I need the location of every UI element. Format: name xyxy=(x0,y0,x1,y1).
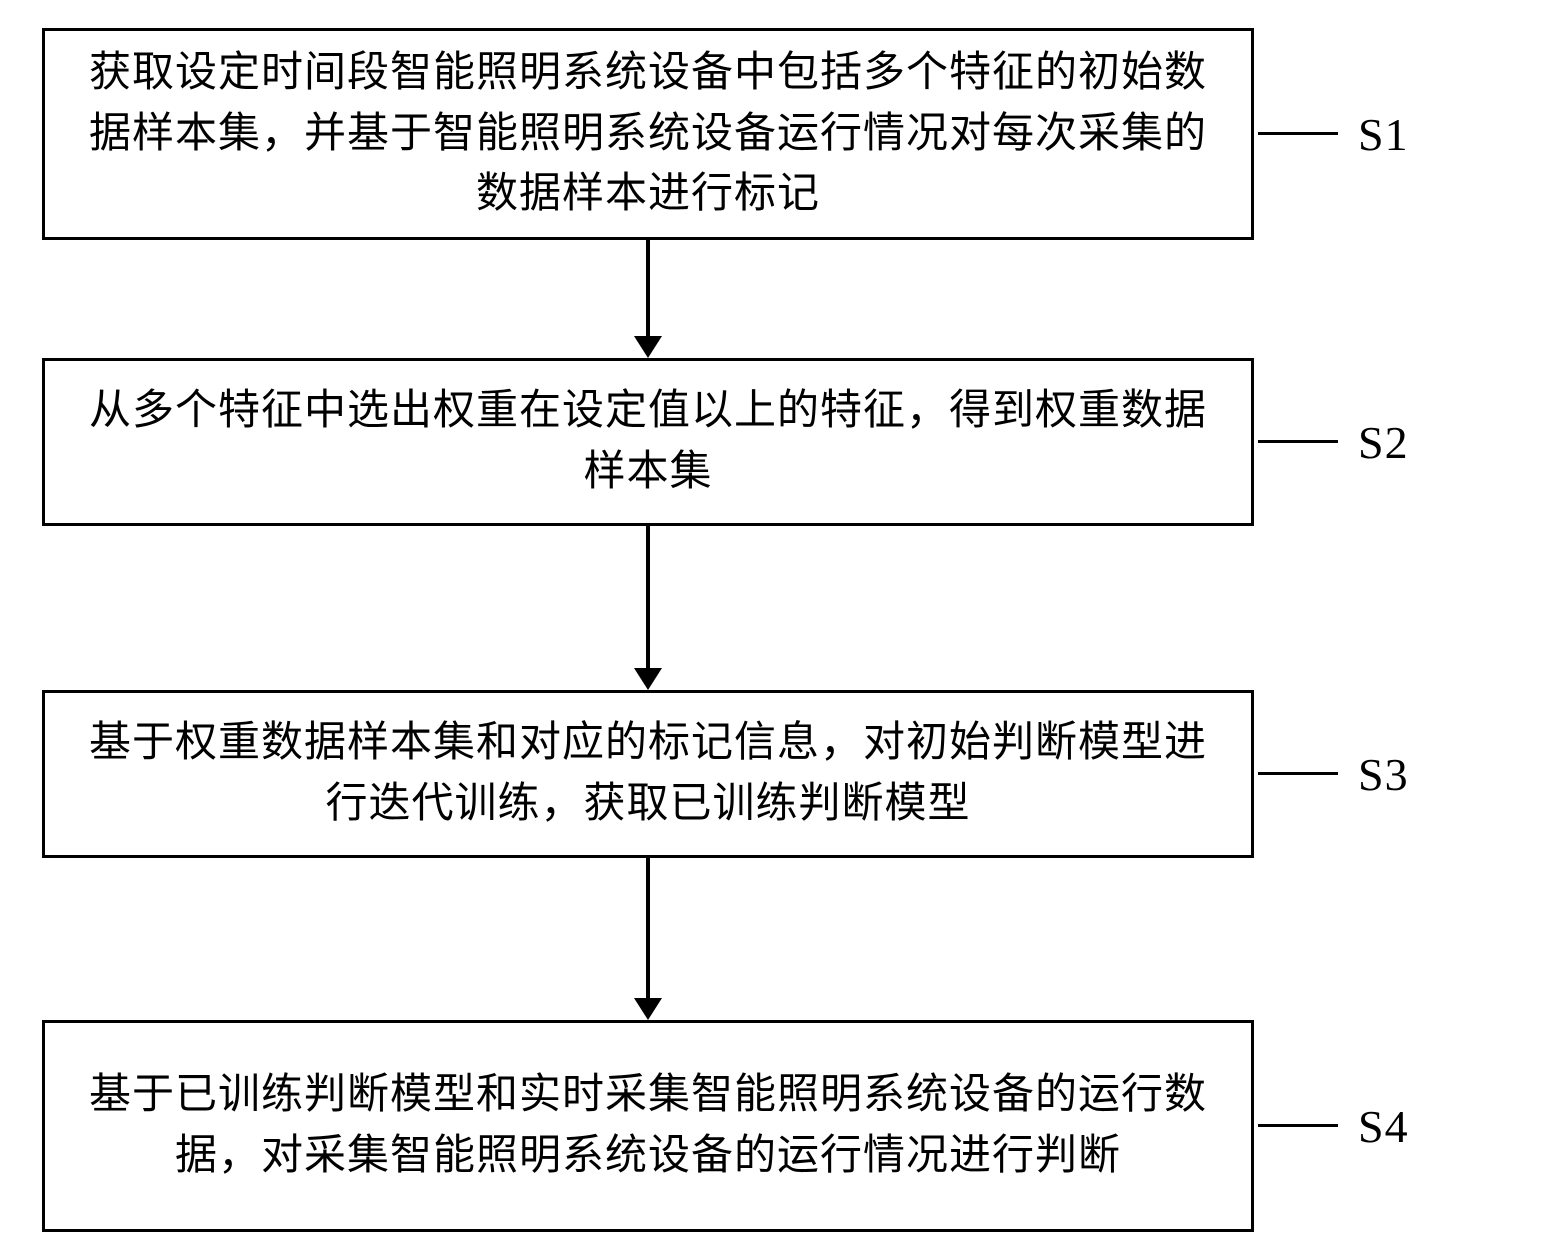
label-connector xyxy=(1258,132,1338,135)
flow-node-s2: 从多个特征中选出权重在设定值以上的特征，得到权重数据样本集 xyxy=(42,358,1254,526)
step-label-s2: S2 xyxy=(1358,416,1409,469)
arrow-down-icon xyxy=(634,668,662,690)
label-connector xyxy=(1258,772,1338,775)
arrow-down-icon xyxy=(634,998,662,1020)
flowchart-canvas: 获取设定时间段智能照明系统设备中包括多个特征的初始数据样本集，并基于智能照明系统… xyxy=(0,0,1566,1251)
arrow-shaft xyxy=(646,240,650,336)
label-connector xyxy=(1258,440,1338,443)
step-label-s4: S4 xyxy=(1358,1100,1409,1153)
flow-node-text: 从多个特征中选出权重在设定值以上的特征，得到权重数据样本集 xyxy=(73,381,1223,503)
flow-node-s4: 基于已训练判断模型和实时采集智能照明系统设备的运行数据，对采集智能照明系统设备的… xyxy=(42,1020,1254,1232)
flow-node-text: 基于已训练判断模型和实时采集智能照明系统设备的运行数据，对采集智能照明系统设备的… xyxy=(73,1065,1223,1187)
flow-node-text: 获取设定时间段智能照明系统设备中包括多个特征的初始数据样本集，并基于智能照明系统… xyxy=(73,43,1223,226)
step-label-s3: S3 xyxy=(1358,748,1409,801)
flow-node-s1: 获取设定时间段智能照明系统设备中包括多个特征的初始数据样本集，并基于智能照明系统… xyxy=(42,28,1254,240)
step-label-s1: S1 xyxy=(1358,108,1409,161)
flow-node-s3: 基于权重数据样本集和对应的标记信息，对初始判断模型进行迭代训练，获取已训练判断模… xyxy=(42,690,1254,858)
arrow-down-icon xyxy=(634,336,662,358)
arrow-shaft xyxy=(646,526,650,668)
arrow-shaft xyxy=(646,858,650,998)
label-connector xyxy=(1258,1124,1338,1127)
flow-node-text: 基于权重数据样本集和对应的标记信息，对初始判断模型进行迭代训练，获取已训练判断模… xyxy=(73,713,1223,835)
